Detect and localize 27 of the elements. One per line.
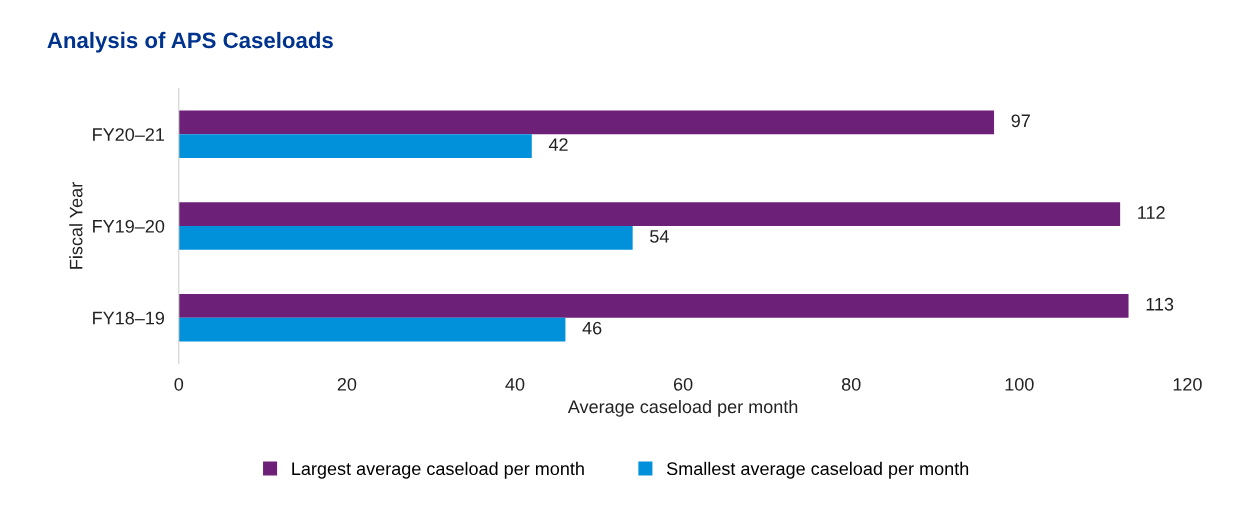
x-tick-label: 60 [673, 377, 693, 391]
y-axis-title: Fiscal Year [69, 182, 83, 269]
bar [178, 317, 566, 342]
bar [178, 134, 532, 159]
bar [178, 110, 995, 135]
data-label: 46 [582, 321, 602, 335]
chart-title: Analysis of APS Caseloads [47, 31, 333, 53]
data-label: 97 [1011, 114, 1030, 128]
data-label: 54 [650, 230, 669, 243]
y-tick-label: FY20–21 [93, 128, 165, 141]
legend-label: Largest average caseload per month [292, 461, 584, 479]
x-tick-label: 80 [841, 377, 861, 391]
bar [178, 225, 633, 250]
bar [178, 293, 1129, 318]
y-tick-label: FY18–19 [93, 311, 165, 325]
y-tick-label: FY19–20 [93, 219, 165, 233]
x-tick-label: 0 [174, 377, 184, 391]
legend-label: Smallest average caseload per month [666, 461, 969, 479]
x-tick-label: 100 [1005, 377, 1034, 391]
data-label: 113 [1146, 297, 1174, 311]
data-label: 112 [1138, 206, 1165, 219]
data-label: 42 [548, 138, 568, 151]
x-tick-label: 20 [337, 377, 357, 391]
x-tick-label: 40 [505, 377, 525, 391]
bar [178, 202, 1121, 226]
x-axis-title: Average caseload per month [567, 399, 798, 417]
x-tick-label: 120 [1173, 377, 1202, 391]
